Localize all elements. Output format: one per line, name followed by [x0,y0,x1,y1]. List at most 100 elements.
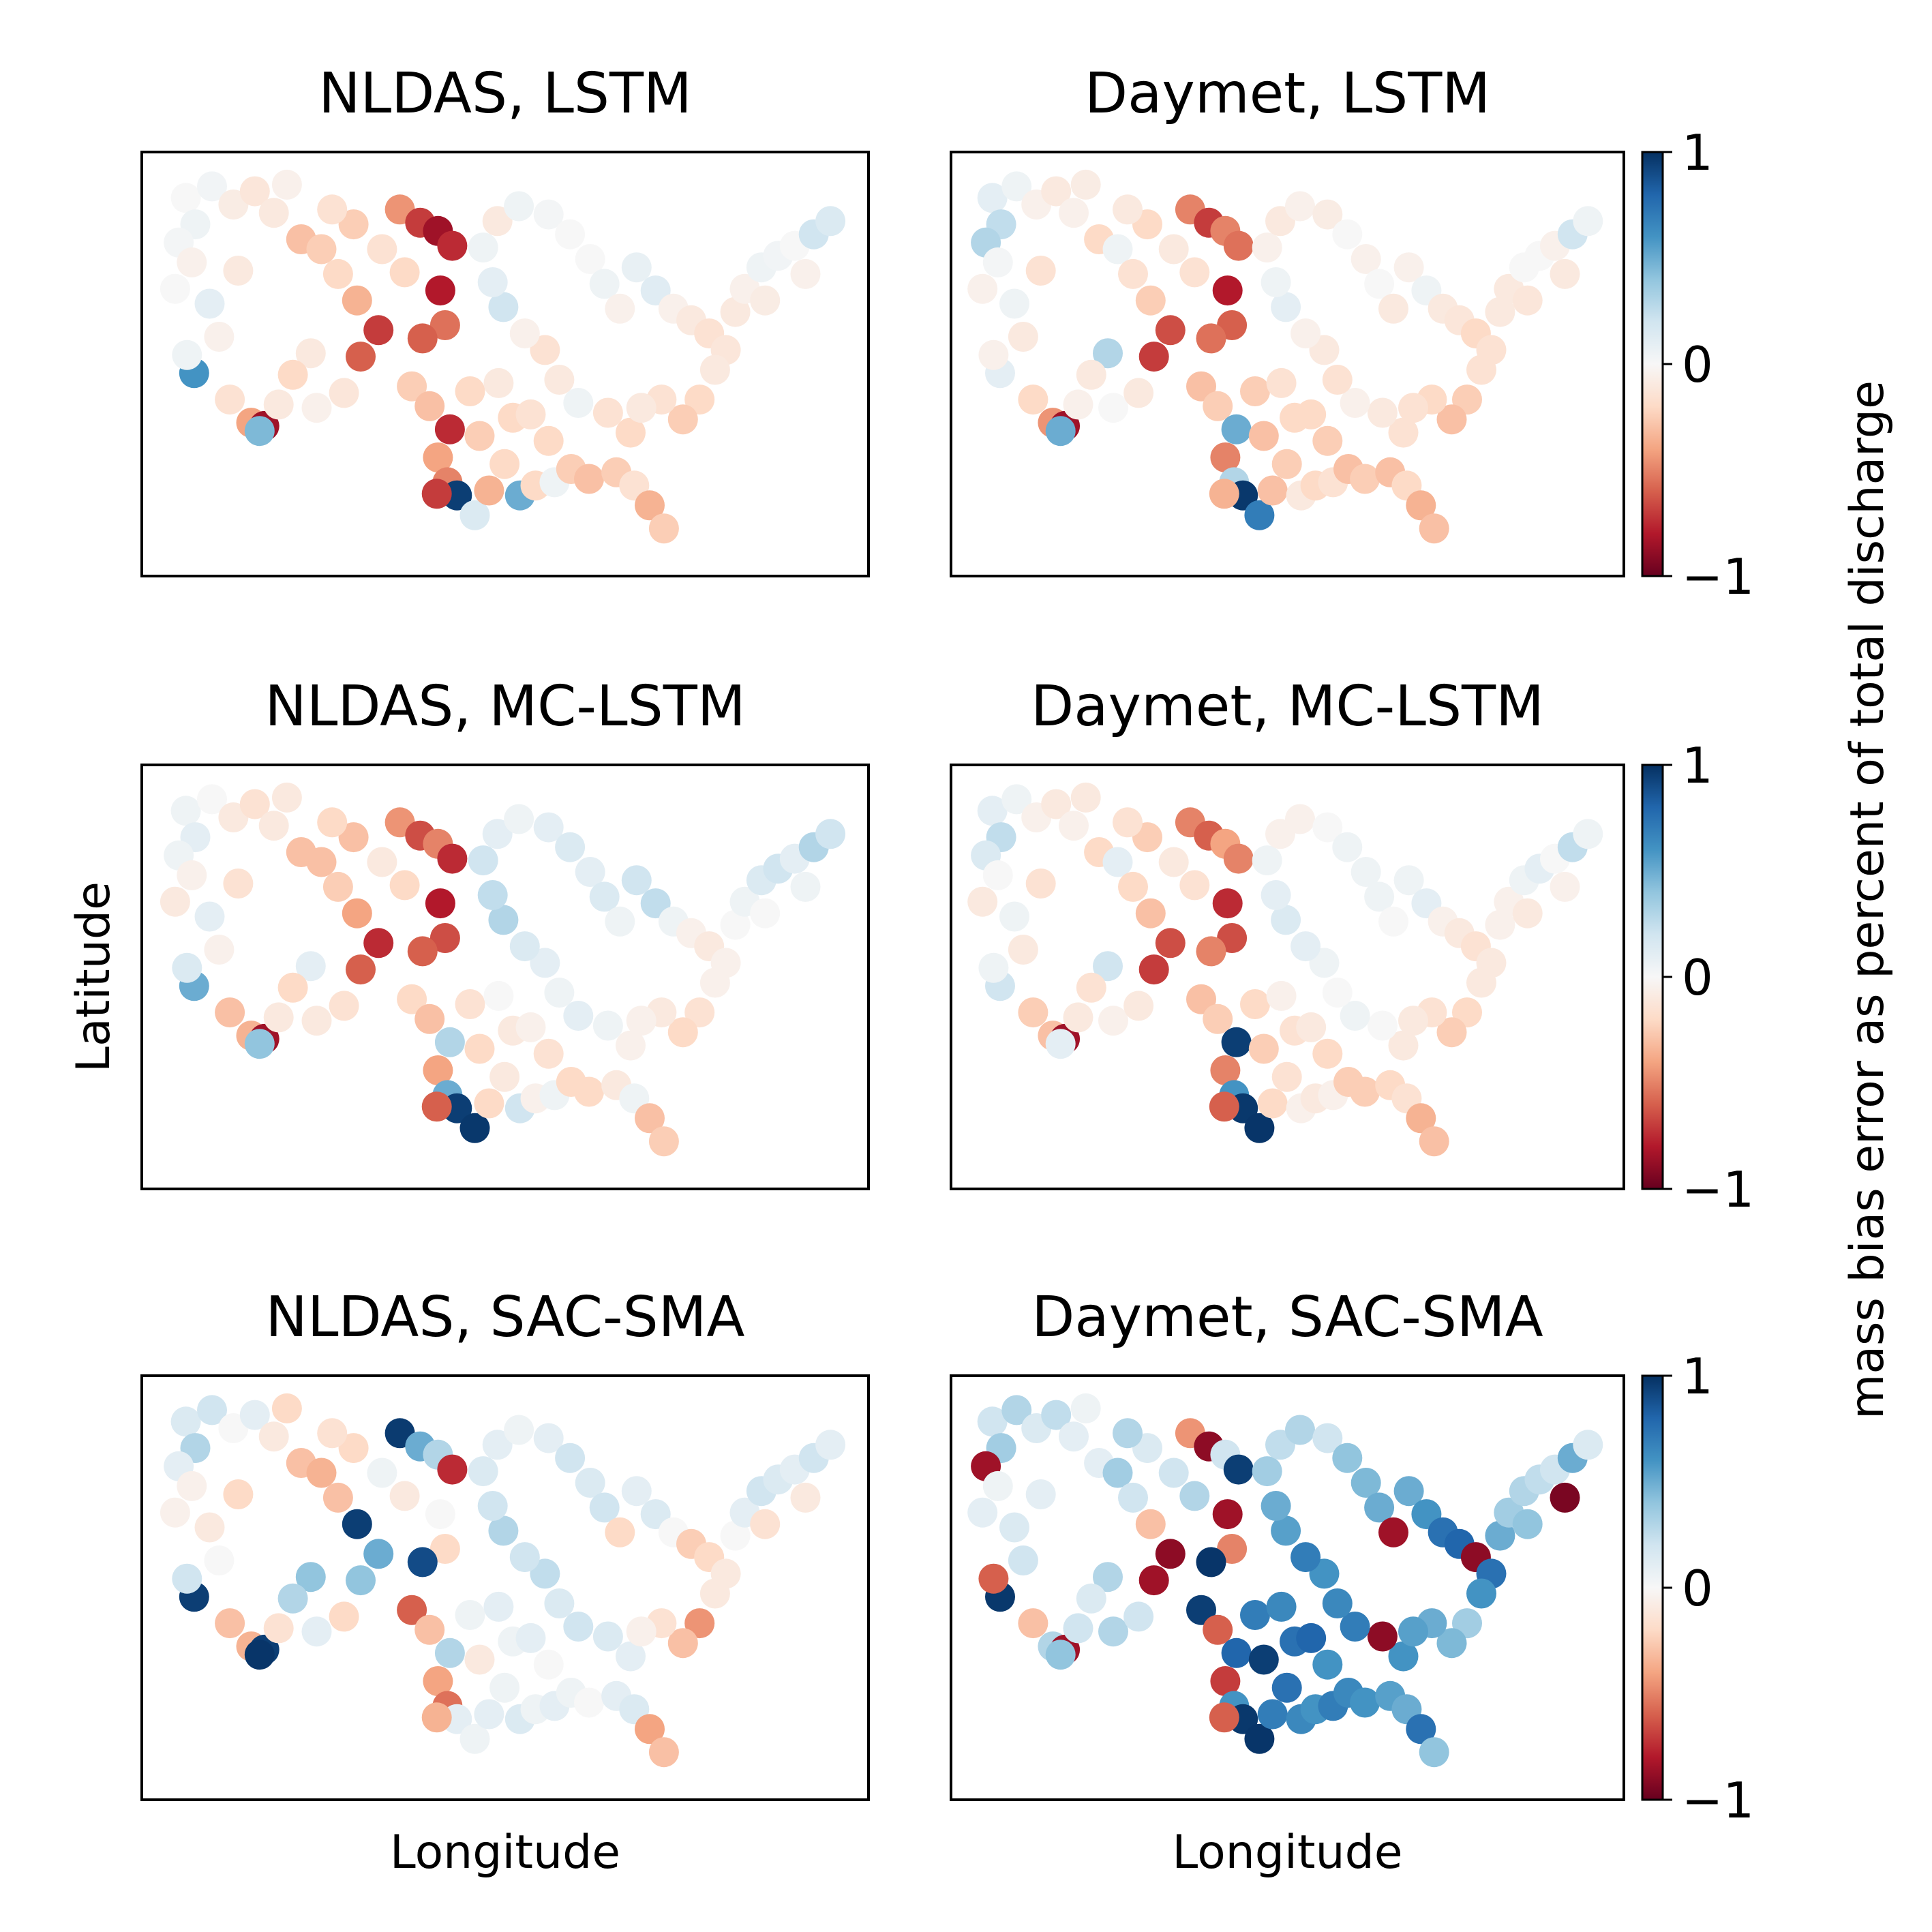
station-point [271,782,302,813]
plot-frame [950,151,1625,577]
station-point [1248,421,1279,451]
station-point [1155,1539,1186,1569]
station-point [1393,865,1424,896]
station-point [530,948,560,978]
station-point [1025,256,1056,286]
station-point [1041,1400,1072,1430]
station-point [967,1497,998,1528]
colorbars: 1 0 −1 1 0 −1 1 0 −1 [1641,124,1754,1829]
station-point [1266,980,1297,1011]
station-point [544,978,575,1008]
station-point [477,1491,508,1521]
station-point [1209,1702,1239,1733]
station-point [530,1558,560,1589]
station-point [605,1517,635,1548]
station-point [621,252,652,283]
station-point [322,258,353,289]
station-point [1296,399,1327,429]
station-point [346,342,376,372]
station-point [170,1406,201,1437]
station-point [574,1076,604,1107]
station-point [258,811,289,841]
station-point [635,1714,665,1745]
station-point [1025,1479,1056,1509]
station-point [363,315,394,346]
colorbar-tick-label: 1 [1682,1348,1713,1405]
station-point [1186,984,1216,1014]
plot-frame [140,764,870,1190]
station-point [699,1578,730,1609]
station-point [1070,1393,1101,1423]
station-point [1248,1644,1279,1675]
station-point [1135,898,1166,929]
station-point [1155,315,1186,346]
station-point [555,219,586,250]
station-point [474,475,504,506]
station-point [172,1563,202,1594]
station-point [978,952,1009,983]
station-point [1212,1499,1243,1530]
station-point [605,906,635,937]
station-point [338,209,369,240]
station-point [575,1468,605,1498]
station-point [1008,322,1038,352]
station-point [982,860,1013,890]
station-point [425,888,455,919]
station-point [197,171,227,202]
station-point [1322,365,1353,395]
station-point [1393,252,1424,283]
station-point [474,1088,504,1119]
station-point [425,1499,455,1530]
station-point [1332,1443,1363,1473]
station-point [160,886,190,917]
station-point [1388,1030,1419,1061]
station-point [790,1482,821,1513]
station-point [533,812,564,843]
station-point [1290,318,1321,349]
station-point [1257,475,1288,506]
station-point [277,359,308,390]
station-point [483,980,514,1011]
station-point [197,1395,227,1425]
station-point [978,339,1009,370]
station-point [1179,257,1210,288]
station-point [434,1637,465,1668]
station-point [459,1723,490,1754]
station-point [589,881,620,912]
station-point [172,339,202,370]
station-point [263,1002,294,1033]
station-point [464,1644,495,1675]
station-point [1364,269,1395,299]
station-point [239,176,270,207]
station-point [1271,905,1301,935]
station-point [1179,1481,1210,1511]
station-point [1290,1542,1321,1573]
station-point [1285,804,1315,834]
station-point [977,183,1008,213]
station-point [437,843,468,874]
plot-frame [140,151,870,577]
colorbar-tick-label: 0 [1682,949,1713,1006]
station-point [459,1113,490,1143]
station-point [477,267,508,297]
station-point [1271,449,1302,479]
station-point [204,1545,235,1575]
station-point [1209,479,1239,509]
scatter-points [160,782,846,1157]
station-point [1155,928,1186,959]
station-point [1240,376,1270,406]
station-point [160,1497,190,1528]
station-point [720,909,751,940]
station-point [509,931,540,962]
station-point [429,923,460,953]
station-point [1076,359,1106,390]
station-point [271,1393,302,1423]
station-point [699,354,730,385]
station-point [1350,1468,1381,1498]
station-point [1158,1458,1189,1488]
station-point [204,935,235,965]
station-point [720,297,751,327]
station-point [1212,275,1243,306]
station-point [1135,285,1166,316]
station-point [1271,1515,1301,1546]
